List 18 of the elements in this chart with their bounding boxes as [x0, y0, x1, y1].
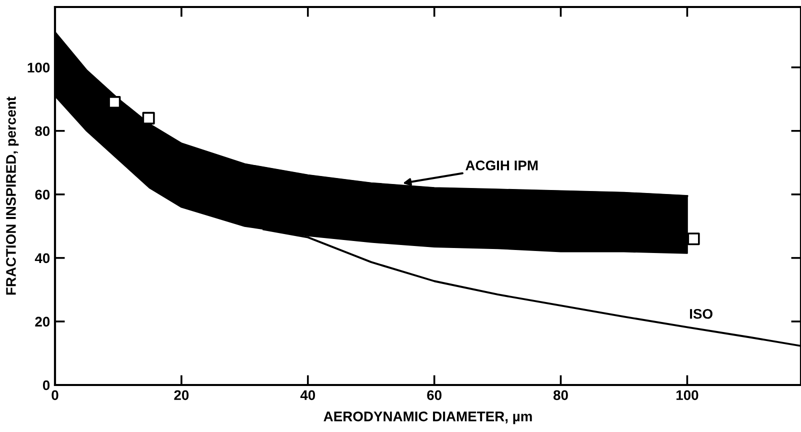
x-tick-label: 80: [553, 390, 568, 400]
y-tick-label: 20: [35, 316, 50, 327]
x-tick-label: 20: [174, 390, 189, 400]
x-tick-label: 60: [427, 390, 442, 400]
point: [687, 232, 700, 246]
y-axis-title: FRACTION INSPIRED, percent: [6, 96, 19, 295]
x-tick-label: 40: [300, 390, 316, 400]
point: [142, 112, 155, 124]
y-tick-label: 80: [35, 126, 50, 136]
x-axis-title: AERODYNAMIC DIAMETER, µm: [324, 412, 532, 424]
y-tick-label: 60: [35, 190, 50, 200]
x-tick-label: 0: [52, 390, 58, 400]
y-tick-label: 100: [28, 62, 50, 73]
annotation: ISO: [690, 308, 712, 319]
annotation: ACGIH IPM: [466, 160, 538, 170]
y-tick-label: 0: [42, 380, 50, 390]
y-tick-label: 40: [34, 253, 50, 264]
x-tick-label: 100: [676, 390, 698, 400]
